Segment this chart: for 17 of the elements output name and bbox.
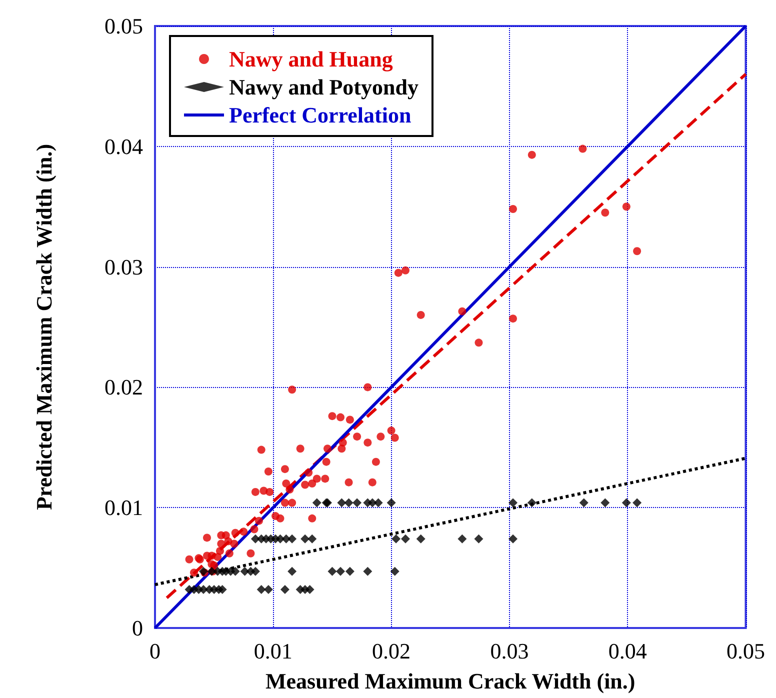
x-tick-label: 0.04 bbox=[608, 638, 647, 664]
legend-label: Perfect Correlation bbox=[229, 102, 412, 128]
x-tick-label: 0 bbox=[150, 638, 160, 664]
legend-label: Nawy and Huang bbox=[229, 46, 393, 72]
x-tick-label: 0.05 bbox=[726, 638, 765, 664]
y-tick-label: 0 bbox=[132, 616, 143, 640]
y-tick-label: 0.03 bbox=[104, 254, 143, 280]
y-tick-label: 0.02 bbox=[104, 374, 143, 400]
y-tick-label: 0.01 bbox=[104, 495, 143, 520]
x-tick-label: 0.01 bbox=[254, 638, 292, 664]
y-tick-label: 0.04 bbox=[104, 134, 143, 159]
y-axis-title: Predicted Maximum Crack Width (in.) bbox=[32, 144, 56, 510]
y-tick-label: 0.05 bbox=[104, 14, 143, 38]
x-tick-label: 0.03 bbox=[490, 638, 529, 664]
x-axis-title: Measured Maximum Crack Width (in.) bbox=[266, 668, 636, 694]
x-tick-label: 0.02 bbox=[372, 638, 411, 664]
legend-label: Nawy and Potyondy bbox=[229, 74, 418, 100]
